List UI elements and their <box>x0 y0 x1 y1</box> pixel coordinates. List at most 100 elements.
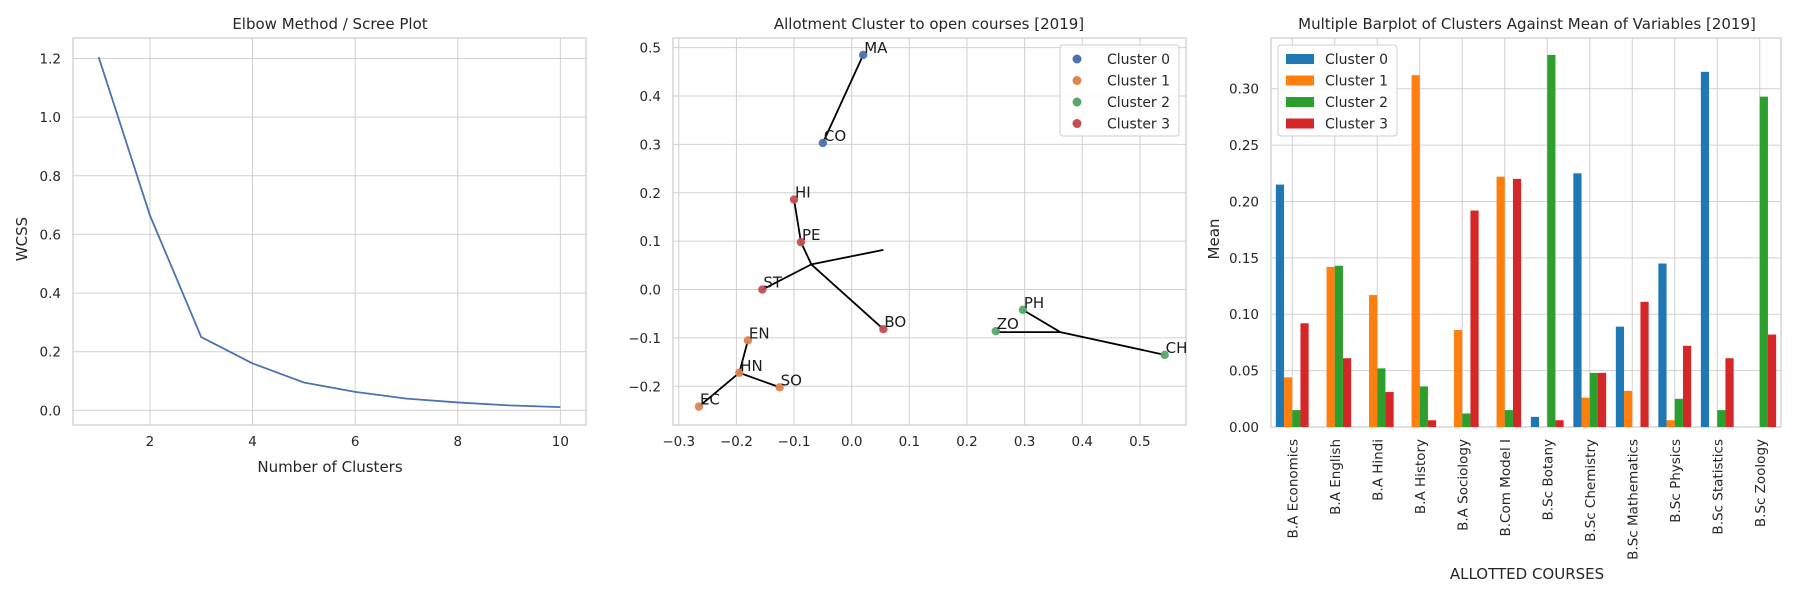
bar-cluster3-b-sc-chemistry <box>1597 372 1607 427</box>
scatter-y-tick-label: 0.5 <box>640 41 661 57</box>
elbow-y-tick-label: 0.8 <box>40 169 61 185</box>
bar-y-tick-label: 0.05 <box>1229 364 1259 380</box>
bar-cluster1-b-a-sociology <box>1454 330 1463 427</box>
bar-cluster2-b-a-history <box>1419 386 1428 427</box>
elbow-chart-ylabel: WCSS <box>13 217 31 261</box>
dendrogram-segment <box>822 54 865 144</box>
dendrogram-segment <box>811 249 884 266</box>
scatter-point-ec <box>694 402 704 411</box>
bar-chart-ylabel: Mean <box>1205 219 1223 260</box>
bar-cluster2-b-sc-physics <box>1674 398 1683 427</box>
scatter-x-tick-label: 0.2 <box>956 434 977 450</box>
bar-cluster0-b-sc-botany <box>1530 416 1540 427</box>
scatter-x-tick-label: −0.2 <box>720 434 753 450</box>
dendrogram-segment <box>1060 331 1165 356</box>
bar-legend-swatch-0 <box>1286 54 1314 64</box>
bar-y-tick-label: 0.10 <box>1229 307 1259 323</box>
scatter-x-tick-label: 0.1 <box>899 434 920 450</box>
bar-x-tick-label: B.A History <box>1413 439 1429 514</box>
bar-cluster3-b-sc-mathematics <box>1640 301 1649 427</box>
bar-x-tick-label: B.Sc Physics <box>1668 439 1684 523</box>
legend-marker-0 <box>1072 54 1082 64</box>
scatter-y-tick-label: 0.3 <box>640 137 661 153</box>
point-label-bo: BO <box>884 313 906 331</box>
elbow-chart: Elbow Method / Scree Plot Number of Clus… <box>13 15 587 476</box>
bar-x-tick-label: B.Sc Zoology <box>1753 439 1769 527</box>
bar-cluster2-b-a-sociology <box>1462 413 1471 427</box>
legend-label-2: Cluster 2 <box>1107 95 1170 111</box>
bar-cluster1-b-sc-chemistry <box>1581 397 1590 427</box>
bar-legend-box <box>1277 44 1398 137</box>
scatter-x-tick-label: −0.3 <box>662 434 695 450</box>
cluster-bar-chart: Multiple Barplot of Clusters Against Mea… <box>1205 15 1782 583</box>
bar-x-tick-label: B.Sc Chemistry <box>1583 439 1599 542</box>
point-label-co: CO <box>824 127 846 145</box>
bar-legend-label-0: Cluster 0 <box>1325 52 1388 68</box>
point-label-so: SO <box>781 371 802 389</box>
bar-cluster0-b-sc-mathematics <box>1615 326 1625 427</box>
bar-cluster2-b-sc-botany <box>1547 54 1556 427</box>
bar-cluster3-b-a-english <box>1342 358 1352 427</box>
elbow-chart-title: Elbow Method / Scree Plot <box>232 15 427 33</box>
elbow-x-tick-label: 10 <box>552 434 569 450</box>
bar-cluster2-b-a-hindi <box>1377 368 1386 427</box>
elbow-y-tick-label: 0.6 <box>40 227 61 243</box>
bar-cluster3-b-a-hindi <box>1385 392 1394 427</box>
scatter-point-ma <box>859 50 868 60</box>
bar-cluster3-b-a-history <box>1427 420 1437 427</box>
bar-cluster1-b-sc-mathematics <box>1624 390 1633 427</box>
point-label-ec: EC <box>700 391 720 409</box>
bar-legend-swatch-1 <box>1286 75 1314 86</box>
scatter-point-hi <box>789 195 799 204</box>
bar-legend-label-2: Cluster 2 <box>1325 95 1388 111</box>
scatter-point-st <box>758 285 767 294</box>
bar-x-tick-label: B.Sc Statistics <box>1710 439 1726 535</box>
elbow-chart-xlabel: Number of Clusters <box>257 458 402 476</box>
point-label-st: ST <box>763 274 783 292</box>
scatter-point-ph <box>1018 305 1028 315</box>
point-label-ma: MA <box>864 39 888 57</box>
bar-cluster0-b-a-economics <box>1275 184 1285 427</box>
elbow-x-tick-label: 2 <box>146 434 155 450</box>
scatter-point-pe <box>796 237 806 247</box>
legend-marker-1 <box>1072 76 1082 85</box>
scatter-y-tick-label: 0.0 <box>640 283 661 299</box>
bar-x-tick-label: B.A Sociology <box>1455 439 1471 531</box>
bar-cluster3-b-sc-physics <box>1682 345 1692 427</box>
bar-x-tick-label: B.A English <box>1328 439 1344 515</box>
point-label-zo: ZO <box>997 315 1019 333</box>
scatter-y-tick-label: 0.2 <box>640 186 661 202</box>
scatter-plot-frame <box>672 37 1187 426</box>
bar-cluster1-b-a-english <box>1326 266 1335 427</box>
scatter-x-tick-label: −0.1 <box>778 434 811 450</box>
bar-cluster0-b-sc-physics <box>1658 263 1667 427</box>
dendrogram-segment <box>738 371 780 389</box>
bar-cluster3-b-a-sociology <box>1470 210 1479 427</box>
bar-legend-label-1: Cluster 1 <box>1325 74 1388 90</box>
scatter-y-tick-label: −0.2 <box>628 379 661 395</box>
bar-x-tick-label: B.Sc Mathematics <box>1625 439 1641 560</box>
bar-chart-xlabel: ALLOTTED COURSES <box>1450 565 1604 583</box>
bar-x-tick-label: B.A Economics <box>1285 439 1301 538</box>
bar-y-tick-label: 0.20 <box>1229 194 1259 210</box>
bar-plot-frame <box>1270 37 1782 428</box>
scatter-x-tick-label: 0.0 <box>841 434 862 450</box>
scatter-point-co <box>818 138 828 148</box>
point-label-hn: HN <box>740 357 763 375</box>
point-label-ch: CH <box>1166 339 1188 357</box>
bar-cluster1-b-com-model-i <box>1496 176 1505 427</box>
elbow-x-tick-label: 8 <box>453 434 462 450</box>
bar-cluster3-b-sc-statistics <box>1725 358 1734 427</box>
scatter-point-en <box>743 336 753 345</box>
scatter-point-bo <box>879 325 888 334</box>
scatter-y-tick-label: 0.4 <box>640 89 661 105</box>
bar-cluster2-b-sc-chemistry <box>1589 372 1598 427</box>
bar-cluster2-b-a-economics <box>1292 410 1301 427</box>
bar-legend-swatch-2 <box>1286 97 1314 107</box>
dendrogram-segment <box>810 263 884 330</box>
bar-cluster0-b-sc-chemistry <box>1573 173 1582 427</box>
scatter-point-so <box>775 383 784 392</box>
elbow-y-tick-label: 1.0 <box>40 110 61 126</box>
bar-legend-swatch-3 <box>1286 118 1314 129</box>
